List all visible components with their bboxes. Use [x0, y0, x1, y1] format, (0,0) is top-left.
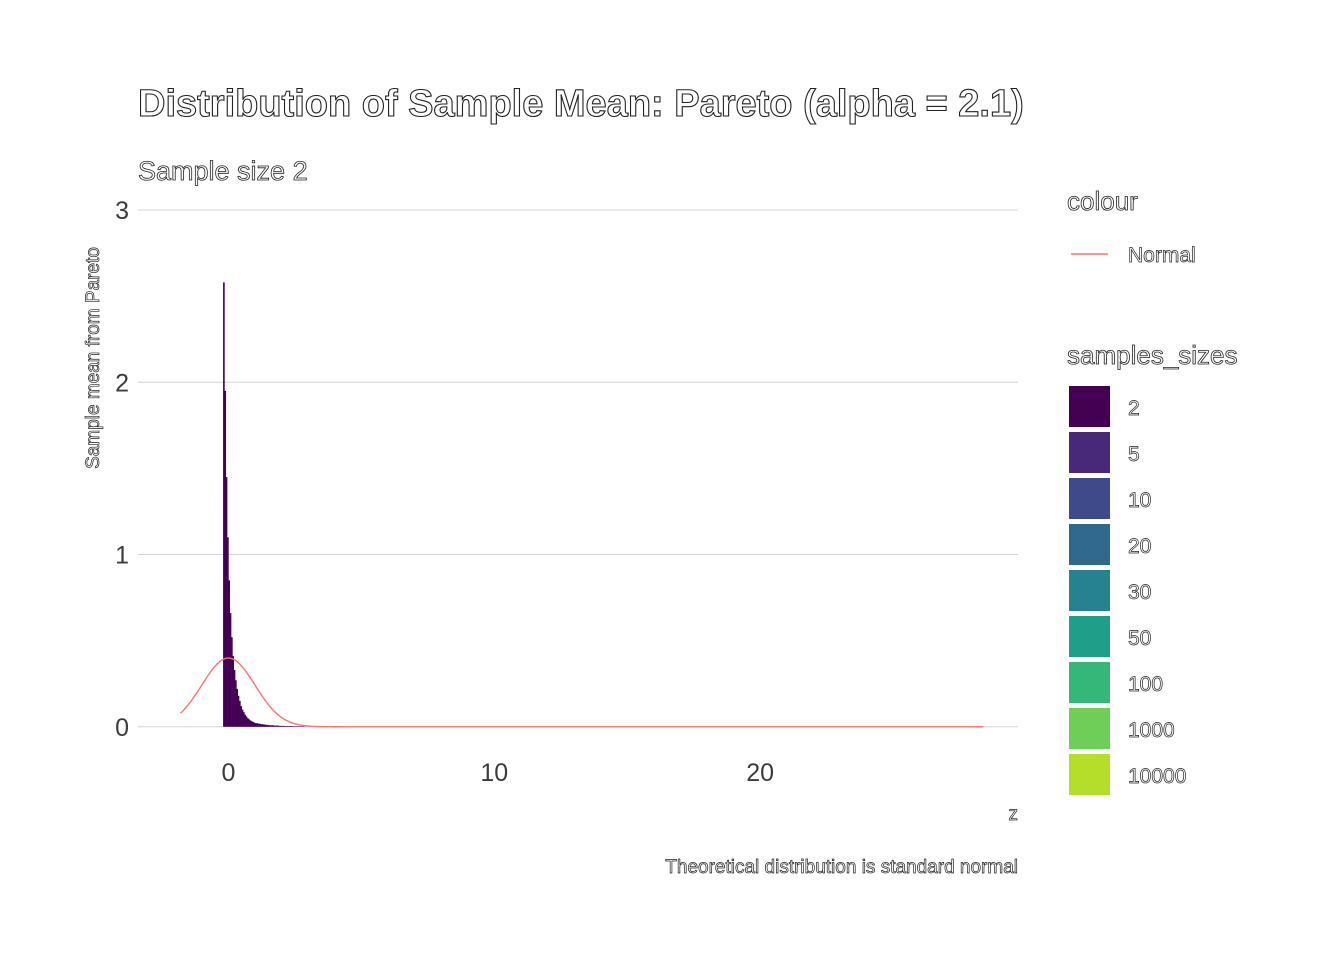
histogram-bar: [284, 726, 293, 727]
gridlines: [138, 209, 1018, 728]
histogram-bar: [227, 537, 229, 727]
histogram-bar: [249, 720, 252, 727]
x-tick-label: 0: [221, 759, 235, 787]
histogram-bars: [223, 282, 305, 727]
plot-area: [138, 209, 1018, 728]
legend-label-10: 10: [1128, 489, 1151, 512]
y-axis-label: Sample mean from Pareto: [83, 247, 104, 469]
histogram-bar: [260, 724, 264, 727]
histogram-bar: [257, 723, 261, 727]
y-tick-label: 1: [115, 542, 129, 570]
legend-label-20: 20: [1128, 535, 1151, 558]
x-tick-label: 20: [746, 759, 774, 787]
histogram-bar: [262, 724, 266, 727]
legend-swatch-2: [1069, 386, 1110, 427]
histogram-bar: [223, 282, 225, 727]
histogram-bar: [244, 714, 246, 727]
y-tick-label: 2: [115, 369, 129, 397]
histogram-bar: [235, 680, 237, 727]
histogram-bar: [237, 695, 240, 727]
legend-label-100: 100: [1128, 673, 1163, 696]
x-axis-label: z: [1009, 804, 1019, 825]
legend-label-10000: 10000: [1128, 765, 1186, 788]
chart-subtitle: Sample size 2: [138, 156, 308, 186]
y-tick-labels: 0 1 2 3: [115, 197, 129, 742]
histogram-bar: [232, 656, 235, 727]
x-tick-label: 10: [480, 759, 508, 787]
histogram-bar: [292, 726, 304, 727]
y-tick-label: 0: [115, 714, 129, 742]
histogram-bar: [252, 721, 254, 727]
histogram-bar: [233, 669, 236, 727]
histogram-bar: [265, 724, 269, 727]
histogram-bar: [240, 706, 242, 727]
histogram-bar: [245, 716, 248, 727]
histogram-bar: [254, 723, 258, 727]
histogram-bar: [268, 725, 274, 727]
histogram-bar: [243, 712, 245, 727]
x-tick-labels: 0 10 20: [221, 759, 774, 787]
normal-density-line: [180, 657, 984, 728]
histogram-bar: [228, 580, 231, 727]
histogram-bar: [231, 637, 233, 727]
y-tick-label: 3: [115, 197, 129, 225]
legend-swatch-10000: [1069, 754, 1110, 795]
chart-caption: Theoretical distribution is standard nor…: [665, 857, 1018, 878]
histogram-bar: [225, 477, 228, 727]
legend-label-5: 5: [1128, 443, 1140, 466]
legend-label-50: 50: [1128, 627, 1151, 650]
legend-swatch-100: [1069, 662, 1110, 703]
chart-title: Distribution of Sample Mean: Pareto (alp…: [138, 83, 1024, 125]
histogram-bar: [239, 700, 241, 727]
histogram-bar: [236, 688, 238, 727]
histogram-bar: [250, 721, 253, 727]
legend-label-30: 30: [1128, 581, 1151, 604]
legend-swatch-10: [1069, 478, 1110, 519]
legend-samples-sizes-title: samples_sizes: [1067, 340, 1238, 370]
legend-normal-label: Normal: [1128, 244, 1196, 267]
histogram-bar: [248, 719, 250, 727]
histogram-bar: [302, 726, 305, 727]
legend-samples-sizes: samples_sizes 2 5 10 20 30 50 100 1000 10000: [1067, 340, 1238, 795]
histogram-bar: [229, 613, 232, 727]
histogram-bar: [253, 722, 256, 727]
histogram-bar: [273, 725, 280, 727]
histogram-bar: [278, 725, 285, 727]
legend-swatch-30: [1069, 570, 1110, 611]
legend-label-2: 2: [1128, 397, 1140, 420]
legend-swatch-20: [1069, 524, 1110, 565]
legend-swatch-1000: [1069, 708, 1110, 749]
histogram-bar: [224, 390, 227, 727]
legend-swatch-5: [1069, 432, 1110, 473]
legend-swatch-50: [1069, 616, 1110, 657]
histogram-bar: [241, 709, 244, 727]
legend-colour: colour Normal: [1067, 186, 1196, 268]
legend-label-1000: 1000: [1128, 719, 1175, 742]
histogram-bar: [247, 718, 249, 727]
legend-colour-title: colour: [1067, 186, 1138, 216]
